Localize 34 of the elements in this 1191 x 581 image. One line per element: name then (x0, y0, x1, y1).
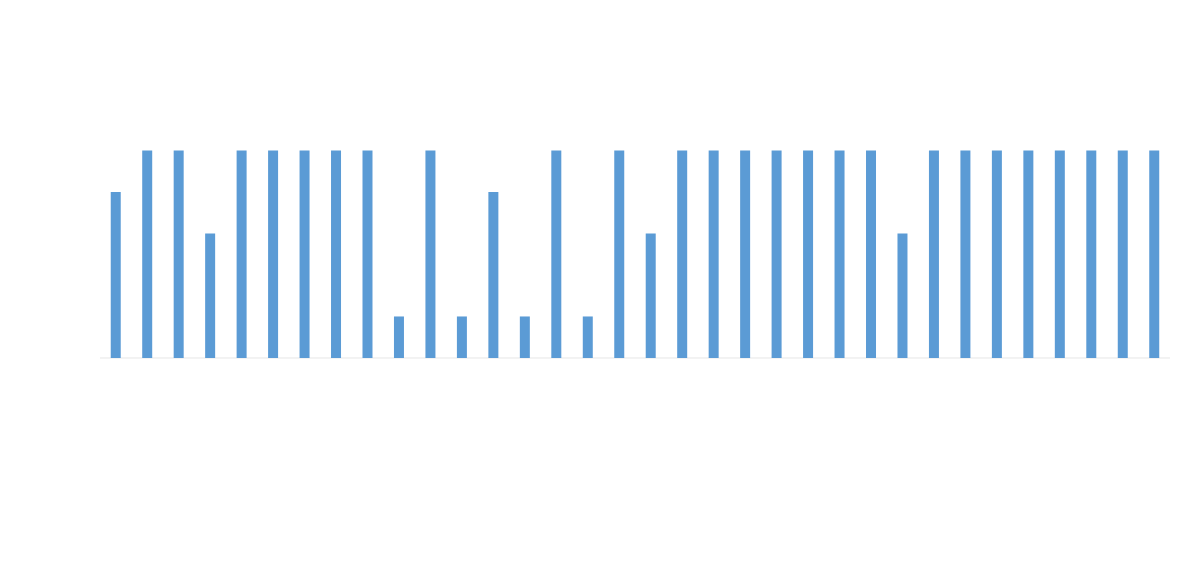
bar (1086, 150, 1097, 358)
bar (677, 150, 688, 358)
bar (1149, 150, 1160, 358)
bar (331, 150, 342, 358)
bar (551, 150, 562, 358)
bar (991, 150, 1002, 358)
bar (456, 316, 467, 358)
bar (205, 233, 216, 358)
bar (362, 150, 373, 358)
bar (393, 316, 404, 358)
bar (425, 150, 436, 358)
bar (803, 150, 814, 358)
bar (142, 150, 153, 358)
bar (771, 150, 782, 358)
bar (519, 316, 530, 358)
bar (740, 150, 751, 358)
bar (866, 150, 877, 358)
bar (960, 150, 971, 358)
bar (299, 150, 310, 358)
bar (645, 233, 656, 358)
bar (488, 191, 499, 358)
bar (834, 150, 845, 358)
bar (1023, 150, 1034, 358)
bar (928, 150, 939, 358)
bar (582, 316, 593, 358)
bar (268, 150, 279, 358)
bar (614, 150, 625, 358)
bar (708, 150, 719, 358)
bar (173, 150, 184, 358)
bar (897, 233, 908, 358)
bar (1054, 150, 1065, 358)
bar (1117, 150, 1128, 358)
bar (110, 191, 121, 358)
bar (236, 150, 247, 358)
